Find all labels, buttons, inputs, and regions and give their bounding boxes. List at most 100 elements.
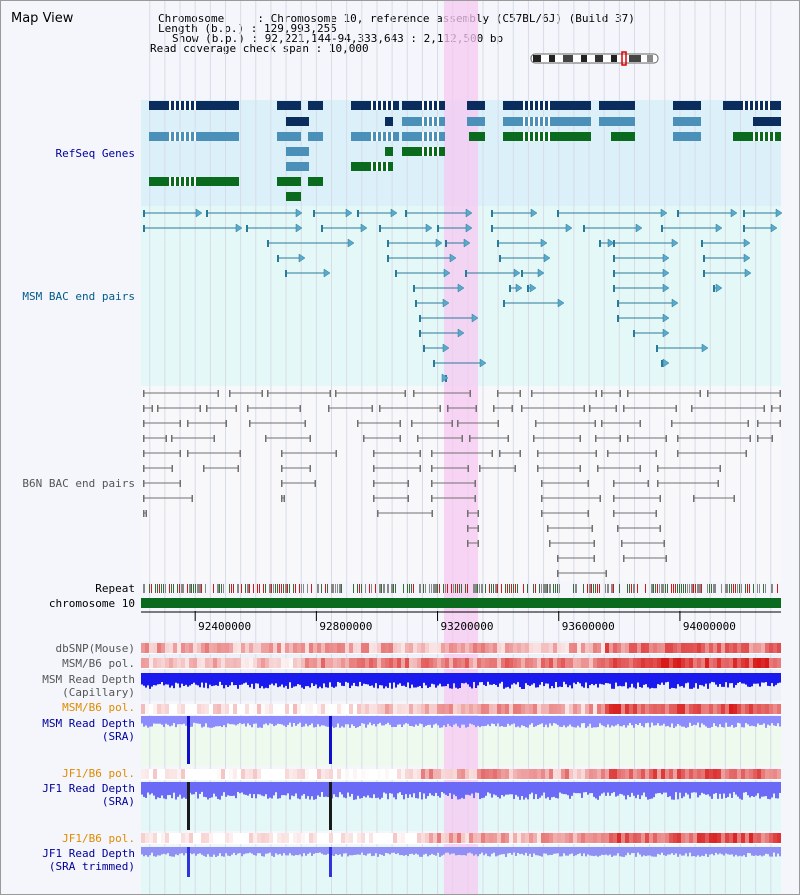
gene-feature[interactable]	[286, 162, 309, 171]
gene-exon-gap	[179, 101, 181, 110]
track-label-b6n-bac[interactable]: B6N BAC end pairs	[22, 477, 135, 490]
gene-feature[interactable]	[599, 101, 635, 110]
depth-row[interactable]	[141, 847, 781, 877]
depth-bar	[699, 847, 701, 857]
b6n-bac-pairs-track[interactable]	[143, 390, 781, 577]
track-label-jf1-depth-sra-sub: (SRA)	[102, 795, 135, 808]
gene-feature[interactable]	[673, 101, 701, 110]
gene-feature[interactable]	[503, 132, 591, 141]
heat-cell	[233, 643, 237, 653]
msm-bac-pairs-track[interactable]	[143, 208, 783, 383]
b6n-bac-end	[404, 390, 406, 397]
track-label-msm-b6-pol-2[interactable]: MSM/B6 pol.	[62, 701, 135, 714]
gene-feature[interactable]	[503, 117, 591, 126]
gene-feature[interactable]	[723, 101, 781, 110]
depth-bar	[693, 716, 695, 725]
gene-feature[interactable]	[351, 132, 399, 141]
heat-row[interactable]	[141, 833, 781, 844]
depth-bar	[197, 847, 199, 854]
depth-bar	[299, 716, 301, 723]
heat-row[interactable]	[141, 658, 781, 669]
track-label-msm-depth-capillary[interactable]: MSM Read Depth	[42, 673, 135, 686]
depth-row[interactable]	[141, 782, 781, 830]
gene-feature[interactable]	[673, 117, 701, 126]
heat-row[interactable]	[141, 704, 781, 715]
chromosome-bar[interactable]	[141, 598, 781, 608]
gene-feature[interactable]	[351, 101, 399, 110]
gene-feature[interactable]	[385, 117, 393, 126]
depth-spike	[187, 847, 190, 877]
track-label-repeat[interactable]: Repeat	[95, 582, 135, 595]
heat-cell	[529, 704, 533, 714]
gene-feature[interactable]	[599, 117, 635, 126]
gene-feature[interactable]	[503, 101, 591, 110]
b6n-bac-end	[225, 420, 227, 427]
heat-cell	[493, 658, 497, 668]
gene-feature[interactable]	[286, 117, 309, 126]
heat-cell	[401, 769, 405, 779]
depth-bar	[155, 673, 157, 686]
depth-bar	[291, 716, 293, 727]
gene-feature[interactable]	[308, 101, 323, 110]
depth-bar	[473, 847, 475, 856]
track-label-msm-depth-sra[interactable]: MSM Read Depth	[42, 717, 135, 730]
track-label-msm-b6-pol-1[interactable]: MSM/B6 pol.	[62, 657, 135, 670]
heat-cell	[449, 704, 453, 714]
track-label-msm-bac[interactable]: MSM BAC end pairs	[22, 290, 135, 303]
depth-bar	[749, 782, 751, 798]
repeat-element	[507, 584, 508, 593]
gene-feature[interactable]	[467, 101, 485, 110]
gene-feature[interactable]	[753, 117, 781, 126]
gene-feature[interactable]	[385, 147, 393, 156]
gene-feature[interactable]	[308, 177, 323, 186]
heat-row[interactable]	[141, 769, 781, 780]
gene-feature[interactable]	[611, 132, 635, 141]
heat-cell	[665, 833, 669, 843]
gene-feature[interactable]	[277, 177, 301, 186]
heat-cell	[349, 769, 353, 779]
polymorphism-heat-tracks[interactable]	[141, 643, 781, 844]
gene-feature[interactable]	[469, 132, 485, 141]
track-label-dbsnp[interactable]: dbSNP(Mouse)	[56, 642, 135, 655]
depth-bar	[605, 673, 607, 684]
gene-feature[interactable]	[277, 101, 301, 110]
repeat-track[interactable]	[143, 584, 778, 593]
msm-bac-end-marker	[298, 253, 306, 263]
refseq-genes-track[interactable]	[149, 101, 781, 201]
msm-bac-end-marker	[557, 298, 565, 308]
track-label-refseq-genes[interactable]: RefSeq Genes	[56, 147, 135, 160]
track-label-jf1-b6-pol-1[interactable]: JF1/B6 pol.	[62, 767, 135, 780]
depth-bar	[299, 847, 301, 855]
gene-feature[interactable]	[467, 117, 485, 126]
depth-row[interactable]	[141, 716, 781, 764]
depth-bar	[187, 673, 189, 687]
gene-feature[interactable]	[286, 192, 301, 201]
selected-region-highlight[interactable]	[443, 1, 479, 894]
heat-cell	[633, 769, 637, 779]
gene-feature[interactable]	[733, 132, 781, 141]
gene-feature[interactable]	[308, 132, 323, 141]
depth-bar	[371, 847, 373, 857]
heat-cell	[397, 769, 401, 779]
depth-bar	[231, 782, 233, 796]
gene-feature[interactable]	[277, 132, 301, 141]
depth-bar	[165, 847, 167, 855]
depth-row[interactable]	[141, 673, 781, 689]
heat-row[interactable]	[141, 643, 781, 654]
chromosome-ideogram[interactable]	[530, 51, 659, 66]
track-label-chromosome[interactable]: chromosome 10	[49, 597, 135, 610]
depth-bar	[411, 847, 413, 854]
heat-cell	[693, 704, 697, 714]
repeat-element	[495, 584, 497, 593]
track-label-jf1-b6-pol-2[interactable]: JF1/B6 pol.	[62, 832, 135, 845]
track-label-jf1-depth-trimmed[interactable]: JF1 Read Depth	[42, 847, 135, 860]
gene-feature[interactable]	[286, 147, 309, 156]
read-depth-tracks[interactable]	[141, 673, 781, 877]
repeat-element	[659, 584, 660, 593]
b6n-bac-end	[329, 390, 331, 397]
track-label-jf1-depth-sra[interactable]: JF1 Read Depth	[42, 782, 135, 795]
depth-bar	[203, 716, 205, 727]
heat-cell	[349, 643, 353, 653]
gene-feature[interactable]	[673, 132, 701, 141]
